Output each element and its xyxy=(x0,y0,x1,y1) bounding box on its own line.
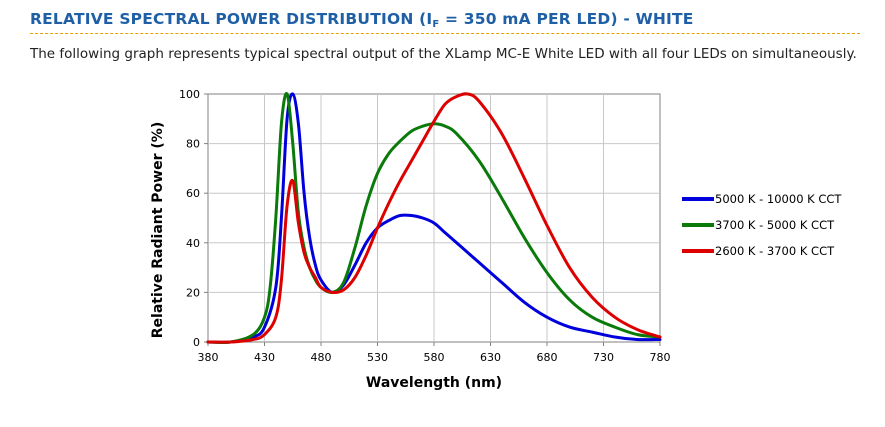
y-tick-label: 80 xyxy=(186,138,200,151)
x-tick-label: 730 xyxy=(593,351,614,364)
legend-label-2: 3700 K - 5000 K CCT xyxy=(715,218,835,232)
section-title-prefix: RELATIVE SPECTRAL POWER DISTRIBUTION (I xyxy=(30,10,433,28)
intro-paragraph: The following graph represents typical s… xyxy=(30,46,857,62)
y-axis-label: Relative Radiant Power (%) xyxy=(150,122,166,338)
x-tick-label: 530 xyxy=(367,351,388,364)
chart-legend: 5000 K - 10000 K CCT 3700 K - 5000 K CCT 2… xyxy=(682,192,842,258)
x-tick-label: 680 xyxy=(537,351,558,364)
x-tick-labels: 380 430 480 530 580 630 680 730 780 xyxy=(198,351,671,364)
series-lines xyxy=(206,91,662,345)
x-tick-label: 480 xyxy=(311,351,332,364)
x-tick-label: 630 xyxy=(480,351,501,364)
section-title: RELATIVE SPECTRAL POWER DISTRIBUTION (IF… xyxy=(30,10,694,30)
gridlines xyxy=(204,93,661,346)
y-tick-label: 0 xyxy=(193,336,200,349)
y-tick-label: 20 xyxy=(186,286,200,299)
legend-label-1: 5000 K - 10000 K CCT xyxy=(715,192,842,206)
x-tick-label: 430 xyxy=(254,351,275,364)
y-tick-label: 60 xyxy=(186,187,200,200)
series-line-1 xyxy=(206,92,662,344)
x-tick-label: 380 xyxy=(198,351,219,364)
y-tick-label: 40 xyxy=(186,237,200,250)
title-divider xyxy=(30,33,860,34)
section-title-subscript: F xyxy=(432,19,440,30)
series-line-3 xyxy=(206,92,662,344)
x-axis-label: Wavelength (nm) xyxy=(366,375,502,391)
section-title-suffix: = 350 mA PER LED) - WHITE xyxy=(439,10,694,28)
x-tick-label: 580 xyxy=(424,351,445,364)
series-line-2 xyxy=(206,91,662,345)
y-tick-label: 100 xyxy=(179,88,200,101)
y-tick-labels: 0 20 40 60 80 100 xyxy=(179,88,200,349)
x-tick-label: 780 xyxy=(650,351,671,364)
legend-label-3: 2600 K - 3700 K CCT xyxy=(715,244,835,258)
